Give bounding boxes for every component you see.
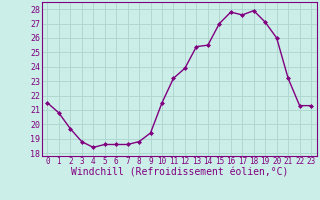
X-axis label: Windchill (Refroidissement éolien,°C): Windchill (Refroidissement éolien,°C): [70, 168, 288, 178]
